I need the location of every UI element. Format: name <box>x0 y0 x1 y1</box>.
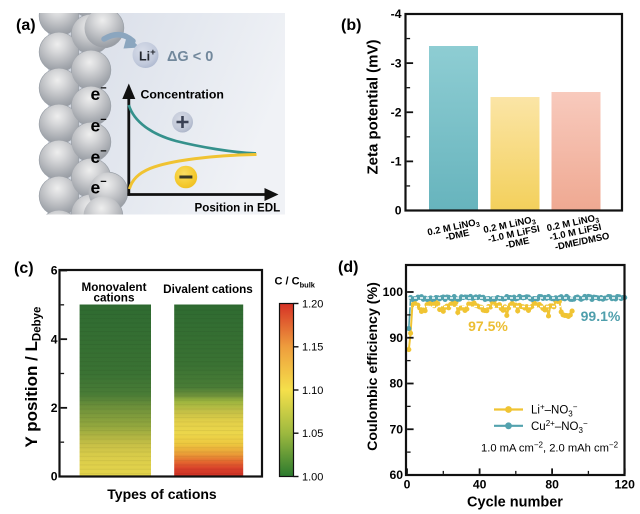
svg-text:40: 40 <box>473 478 487 492</box>
svg-text:-3: -3 <box>391 56 402 70</box>
svg-text:70: 70 <box>389 422 403 436</box>
svg-text:80: 80 <box>545 478 559 492</box>
svg-text:-DME: -DME <box>444 228 470 244</box>
svg-text:2: 2 <box>51 401 58 415</box>
svg-text:Divalent cations: Divalent cations <box>163 283 253 296</box>
svg-text:0: 0 <box>395 204 402 218</box>
svg-text:Monovalent: Monovalent <box>82 281 147 294</box>
svg-text:(d): (d) <box>338 259 358 276</box>
svg-text:-4: -4 <box>391 7 402 21</box>
svg-text:Coulombic efficiency (%): Coulombic efficiency (%) <box>365 282 381 451</box>
svg-text:0: 0 <box>51 470 58 484</box>
svg-text:Cu2+–NO3−: Cu2+–NO3− <box>531 419 588 435</box>
svg-text:ΔG < 0: ΔG < 0 <box>167 49 213 65</box>
svg-text:Li+–NO3−: Li+–NO3− <box>531 403 578 419</box>
svg-text:cations: cations <box>94 292 135 305</box>
svg-text:C / Cbulk: C / Cbulk <box>275 276 316 290</box>
svg-text:Zeta potential (mV): Zeta potential (mV) <box>365 39 382 174</box>
svg-text:97.5%: 97.5% <box>468 318 508 334</box>
svg-text:1.05: 1.05 <box>302 428 323 440</box>
svg-text:Types of cations: Types of cations <box>107 486 217 502</box>
svg-text:0: 0 <box>404 478 411 492</box>
svg-text:1.15: 1.15 <box>302 342 323 354</box>
svg-text:Cycle number: Cycle number <box>467 495 563 511</box>
svg-text:Concentration: Concentration <box>141 88 224 102</box>
svg-text:1.10: 1.10 <box>302 385 323 397</box>
svg-text:90: 90 <box>389 331 403 345</box>
svg-text:-DME: -DME <box>504 236 530 252</box>
svg-text:1.20: 1.20 <box>302 298 323 310</box>
svg-text:60: 60 <box>389 468 403 482</box>
svg-text:80: 80 <box>389 377 403 391</box>
svg-text:Position in EDL: Position in EDL <box>195 202 281 215</box>
svg-text:1.00: 1.00 <box>302 471 323 483</box>
svg-text:(b): (b) <box>341 17 361 34</box>
svg-text:99.1%: 99.1% <box>581 308 621 324</box>
svg-text:-2: -2 <box>391 106 402 120</box>
svg-text:6: 6 <box>51 264 58 278</box>
svg-text:1.0 mA cm−2, 2.0 mAh cm−2: 1.0 mA cm−2, 2.0 mAh cm−2 <box>481 441 619 455</box>
svg-text:4: 4 <box>51 332 58 346</box>
svg-text:Y position / LDebye: Y position / LDebye <box>22 307 44 448</box>
svg-text:(c): (c) <box>14 260 34 277</box>
svg-text:120: 120 <box>615 478 636 492</box>
svg-text:100: 100 <box>383 285 404 299</box>
svg-text:(a): (a) <box>16 17 36 34</box>
svg-text:-1: -1 <box>391 155 402 169</box>
